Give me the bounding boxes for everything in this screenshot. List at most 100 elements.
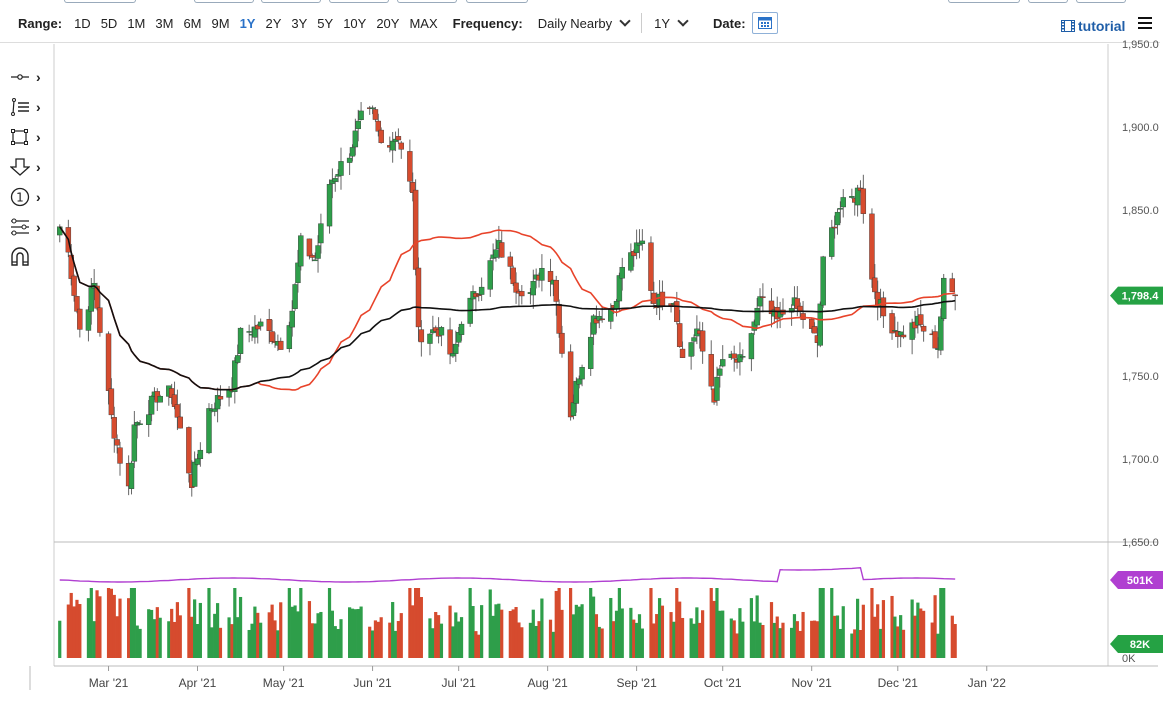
candle-body xyxy=(714,376,720,401)
volume-bar xyxy=(368,626,372,658)
shapes-button[interactable]: › xyxy=(10,122,50,152)
arrow-tool-button[interactable]: › xyxy=(10,152,50,182)
range-10y-button[interactable]: 10Y xyxy=(343,15,367,31)
volume-bar xyxy=(58,620,62,658)
price-tick-label: 1,700.0 xyxy=(1122,454,1159,466)
candle xyxy=(920,324,927,342)
candle xyxy=(880,291,887,328)
volume-bar xyxy=(256,612,260,658)
tab-strip-6[interactable] xyxy=(466,0,528,3)
candle-body xyxy=(458,323,465,335)
volume-bar xyxy=(890,595,894,658)
candle xyxy=(699,322,706,364)
annotation-button[interactable]: 1 › xyxy=(10,182,50,212)
candle-body xyxy=(573,380,580,404)
volume-bar xyxy=(856,598,860,658)
volume-bar xyxy=(577,606,581,658)
candle-body xyxy=(338,161,344,176)
magnet-button[interactable] xyxy=(10,242,50,272)
candle-body xyxy=(146,414,152,425)
candle-body xyxy=(567,351,574,418)
tab-strip-9[interactable] xyxy=(1076,0,1126,3)
fibonacci-button[interactable]: › xyxy=(10,212,50,242)
volume-bar xyxy=(393,630,398,658)
magnet-icon xyxy=(11,247,29,266)
volume-bar xyxy=(78,604,82,658)
tab-strip-5[interactable] xyxy=(397,0,457,3)
tab-strip-8[interactable] xyxy=(1028,0,1068,3)
range-2y-button[interactable]: 2Y xyxy=(265,15,282,31)
candle-body xyxy=(186,427,192,474)
candle-body xyxy=(831,226,838,229)
volume-bar xyxy=(388,622,392,658)
period-select[interactable]: 1Y xyxy=(654,14,689,31)
volume-bar xyxy=(488,589,492,658)
menu-hamburger-icon[interactable] xyxy=(1138,17,1152,29)
range-1y-button[interactable]: 1Y xyxy=(239,15,256,31)
candle xyxy=(573,377,580,413)
volume-bar xyxy=(812,620,817,658)
tab-strip-4[interactable] xyxy=(329,0,389,3)
tutorial-link[interactable]: tutorial xyxy=(1061,18,1125,34)
volume-bar xyxy=(896,626,900,658)
frequency-select[interactable]: Daily Nearby xyxy=(538,14,631,31)
range-3y-button[interactable]: 3Y xyxy=(291,15,308,31)
volume-bar xyxy=(810,620,814,658)
candle xyxy=(206,403,212,455)
candle xyxy=(418,320,425,357)
tab-strip-1[interactable] xyxy=(64,0,136,3)
volume-bar xyxy=(187,588,191,658)
volume-bar xyxy=(870,588,874,658)
candle xyxy=(398,141,404,159)
candle-body xyxy=(708,354,714,387)
candle-body xyxy=(731,353,737,359)
volume-bar xyxy=(414,588,418,658)
volume-bar xyxy=(431,628,435,658)
candle-body xyxy=(298,235,304,267)
calendar-button[interactable] xyxy=(751,12,778,34)
range-1m-button[interactable]: 1M xyxy=(127,15,146,31)
volume-bar xyxy=(672,621,676,658)
candle-body xyxy=(137,423,143,425)
candle xyxy=(292,283,298,311)
volume-moving-average-line xyxy=(59,567,956,583)
trend-lines-icon xyxy=(11,98,29,116)
candle xyxy=(415,257,422,342)
range-3m-button[interactable]: 3M xyxy=(155,15,174,31)
candle-body xyxy=(407,151,413,182)
volume-bar xyxy=(132,588,136,658)
volume-bar xyxy=(293,605,297,658)
candle-body xyxy=(556,303,562,334)
candle xyxy=(648,236,654,304)
volume-bar xyxy=(316,613,320,658)
tab-strip-3[interactable] xyxy=(261,0,321,3)
candle-body xyxy=(513,282,519,293)
trend-lines-button[interactable]: › xyxy=(10,92,50,122)
range-1d-button[interactable]: 1D xyxy=(74,15,91,31)
volume-bar xyxy=(893,616,897,658)
candle xyxy=(306,238,313,260)
tab-strip-7[interactable] xyxy=(948,0,1020,3)
range-20y-button[interactable]: 20Y xyxy=(376,15,400,31)
volume-bar xyxy=(637,614,642,658)
range-5d-button[interactable]: 5D xyxy=(100,15,118,31)
candle xyxy=(849,188,855,199)
candle xyxy=(378,127,384,144)
candle xyxy=(513,272,519,304)
candle-body xyxy=(352,130,359,148)
candle xyxy=(108,378,115,420)
candle xyxy=(74,295,80,314)
price-tick-label: 1,850.0 xyxy=(1122,205,1159,217)
range-max-button[interactable]: MAX xyxy=(409,15,438,31)
date-tick-label: Jul '21 xyxy=(442,676,477,690)
range-9m-button[interactable]: 9M xyxy=(211,15,230,31)
range-6m-button[interactable]: 6M xyxy=(183,15,202,31)
crosshair-tool-button[interactable]: › xyxy=(10,62,50,92)
candle xyxy=(688,342,694,370)
volume-bar xyxy=(537,621,541,658)
candle xyxy=(780,298,786,317)
candle-body xyxy=(206,408,212,454)
range-5y-button[interactable]: 5Y xyxy=(317,15,334,31)
tab-strip-2[interactable] xyxy=(194,0,254,3)
